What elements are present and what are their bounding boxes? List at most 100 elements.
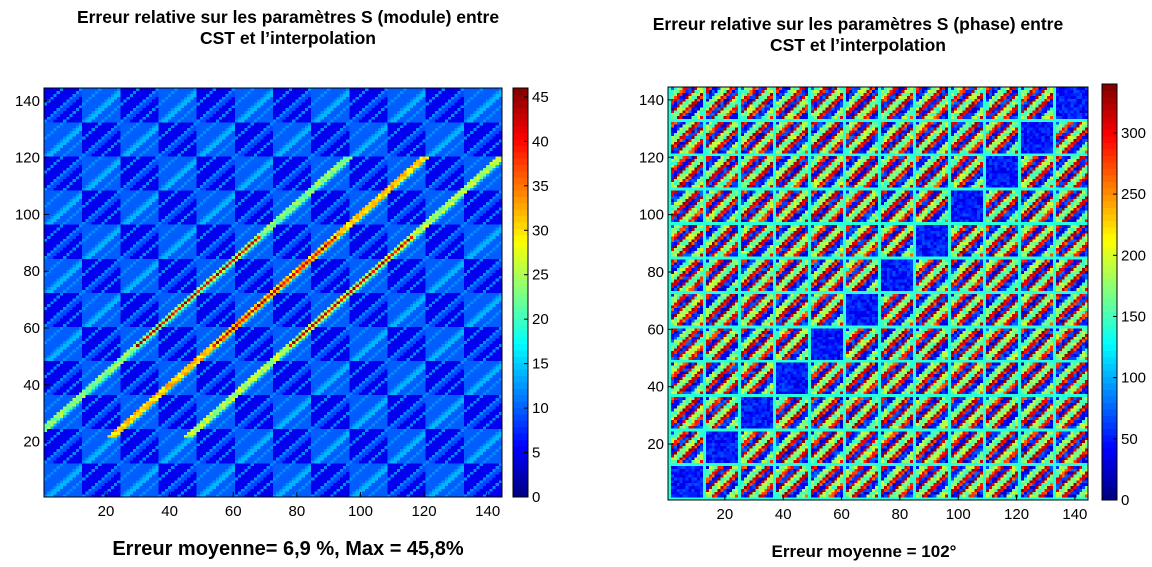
heatmap-cell: [82, 452, 86, 455]
heatmap-cell: [60, 486, 64, 489]
heatmap-cell: [238, 446, 242, 449]
heatmap-cell: [368, 474, 372, 477]
heatmap-cell: [419, 415, 423, 418]
heatmap-cell: [101, 446, 105, 449]
heatmap-cell: [69, 491, 73, 494]
heatmap-cell: [324, 403, 328, 406]
heatmap-cell: [429, 486, 433, 489]
heatmap-cell: [136, 446, 140, 449]
heatmap-cell: [384, 449, 388, 452]
heatmap-cell: [333, 412, 337, 415]
heatmap-cell: [69, 406, 73, 409]
heatmap-cell: [54, 477, 58, 480]
heatmap-cell: [44, 435, 48, 438]
heatmap-cell: [162, 480, 166, 483]
heatmap-cell: [108, 426, 112, 429]
heatmap-cell: [324, 440, 328, 443]
heatmap-cell: [473, 423, 477, 426]
heatmap-cell: [190, 454, 194, 457]
heatmap-cell: [438, 446, 442, 449]
heatmap-cell: [378, 474, 382, 477]
heatmap-cell: [117, 440, 121, 443]
heatmap-cell: [442, 400, 446, 403]
heatmap-cell: [391, 460, 395, 463]
heatmap-cell: [477, 460, 481, 463]
heatmap-cell: [384, 420, 388, 423]
heatmap-cell: [47, 415, 51, 418]
heatmap-cell: [63, 466, 67, 469]
heatmap-cell: [375, 443, 379, 446]
heatmap-cell: [263, 491, 267, 494]
heatmap-cell: [416, 454, 420, 457]
heatmap-cell: [302, 460, 306, 463]
heatmap-cell: [155, 488, 159, 491]
heatmap-cell: [413, 437, 417, 440]
heatmap-cell: [232, 463, 236, 466]
heatmap-cell: [235, 477, 239, 480]
heatmap-cell: [321, 435, 325, 438]
heatmap-cells: [44, 88, 502, 497]
heatmap-cell: [273, 452, 277, 455]
heatmap-cell: [438, 437, 442, 440]
heatmap-cell: [171, 474, 175, 477]
heatmap-cell: [85, 488, 89, 491]
heatmap-cell: [241, 429, 245, 432]
heatmap-cell: [50, 403, 54, 406]
heatmap-cell: [445, 460, 449, 463]
heatmap-cell: [181, 469, 185, 472]
heatmap-cell: [241, 398, 245, 401]
heatmap-cell: [467, 457, 471, 460]
heatmap-cell: [429, 457, 433, 460]
heatmap-cell: [44, 471, 48, 474]
heatmap-cell: [104, 412, 108, 415]
heatmap-cell: [50, 417, 54, 420]
heatmap-cell: [419, 483, 423, 486]
heatmap-cell: [139, 437, 143, 440]
heatmap-cell: [248, 463, 252, 466]
heatmap-cell: [95, 469, 99, 472]
heatmap-cell: [254, 403, 258, 406]
heatmap-cell: [108, 463, 112, 466]
heatmap-cell: [330, 446, 334, 449]
heatmap-cell: [397, 454, 401, 457]
heatmap-cell: [333, 488, 337, 491]
heatmap-cell: [120, 460, 124, 463]
heatmap-cell: [359, 452, 363, 455]
heatmap-cell: [340, 488, 344, 491]
heatmap-cell: [248, 483, 252, 486]
heatmap-cell: [416, 471, 420, 474]
heatmap-cell: [114, 446, 118, 449]
heatmap-cell: [63, 415, 67, 418]
heatmap-cell: [146, 474, 150, 477]
heatmap-cell: [193, 471, 197, 474]
heatmap-cell: [50, 426, 54, 429]
heatmap-cell: [263, 398, 267, 401]
heatmap-cell: [422, 457, 426, 460]
heatmap-cell: [73, 446, 77, 449]
heatmap-cell: [206, 423, 210, 426]
heatmap-cell: [448, 412, 452, 415]
heatmap-cell: [403, 454, 407, 457]
heatmap-cell: [254, 486, 258, 489]
heatmap-cell: [292, 440, 296, 443]
heatmap-cell: [213, 403, 217, 406]
heatmap-cell: [400, 440, 404, 443]
heatmap-cell: [365, 483, 369, 486]
heatmap-cell: [47, 486, 51, 489]
heatmap-cell: [193, 452, 197, 455]
heatmap-cell: [467, 491, 471, 494]
heatmap-cell: [496, 443, 500, 446]
heatmap-cell: [467, 403, 471, 406]
heatmap-cell: [467, 406, 471, 409]
heatmap-cell: [489, 454, 493, 457]
heatmap-cell: [470, 435, 474, 438]
heatmap-cell: [276, 471, 280, 474]
heatmap-cell: [391, 488, 395, 491]
heatmap-cell: [464, 417, 468, 420]
heatmap-cell: [394, 426, 398, 429]
heatmap-cell: [286, 400, 290, 403]
heatmap-cell: [209, 460, 213, 463]
heatmap-cell: [98, 477, 102, 480]
heatmap-cell: [267, 415, 271, 418]
heatmap-cell: [85, 443, 89, 446]
